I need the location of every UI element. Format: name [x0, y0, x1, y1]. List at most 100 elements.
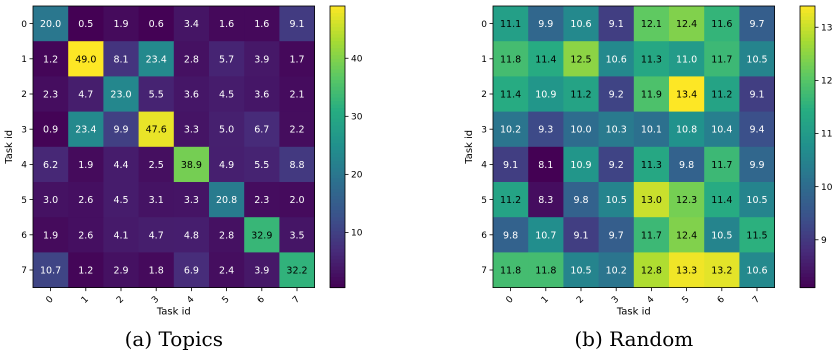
cell-value-label: 12.4	[676, 230, 697, 241]
heatmap-cell	[103, 41, 139, 77]
cell-value-label: 4.4	[113, 160, 128, 171]
heatmap-cell	[493, 146, 529, 183]
y-axis-label: Task id	[464, 130, 475, 165]
cell-value-label: 10.8	[676, 125, 697, 136]
heatmap-cell	[739, 41, 775, 77]
cell-value-label: 2.3	[254, 195, 269, 206]
cell-value-label: 10.2	[500, 125, 521, 136]
x-tick-label: 1	[80, 295, 91, 306]
cell-value-label: 10.5	[711, 230, 732, 241]
colorbar-segment	[330, 189, 345, 194]
cell-value-label: 9.1	[573, 230, 588, 241]
colorbar-segment	[330, 245, 345, 250]
x-tick-label: 7	[291, 295, 302, 306]
cell-value-label: 5.0	[219, 125, 234, 136]
colorbar-segment	[330, 122, 345, 127]
heatmap-cell	[704, 6, 740, 42]
heatmap-cell	[244, 41, 280, 77]
colorbar-segment	[330, 51, 345, 56]
colorbar-segment	[800, 231, 815, 236]
colorbar-segment	[800, 206, 815, 211]
colorbar-segment	[800, 129, 815, 134]
heatmap-cell	[528, 41, 564, 77]
cell-value-label: 10.5	[570, 266, 591, 277]
cell-value-label: 9.2	[609, 90, 624, 101]
cell-value-label: 32.9	[251, 230, 272, 241]
cell-value-label: 4.7	[78, 90, 93, 101]
colorbar-segment	[330, 90, 345, 95]
heatmap-cell	[739, 146, 775, 183]
heatmap-cell	[209, 111, 245, 148]
colorbar-segment	[330, 238, 345, 243]
cell-value-label: 13.2	[711, 266, 732, 277]
heatmap-cell	[68, 6, 104, 42]
colorbar-segment	[800, 248, 815, 253]
heatmap-cell	[209, 76, 245, 112]
colorbar-segment	[330, 44, 345, 49]
heatmap-cell	[669, 146, 705, 183]
colorbar-tick-label: 9	[821, 236, 827, 246]
cell-value-label: 9.8	[503, 230, 518, 241]
x-tick-label: 0	[45, 294, 56, 305]
cell-value-label: 9.3	[538, 125, 553, 136]
heatmap-cell	[173, 41, 210, 77]
colorbar-segment	[800, 224, 815, 229]
colorbar-segment	[800, 69, 815, 74]
cell-value-label: 11.6	[711, 19, 732, 30]
y-axis-label: Task id	[4, 130, 15, 165]
colorbar-segment	[800, 51, 815, 56]
cell-value-label: 10.9	[535, 90, 556, 101]
cell-value-label: 2.8	[219, 230, 234, 241]
colorbar-segment	[330, 111, 345, 116]
cell-value-label: 0.6	[149, 19, 164, 30]
heatmap-cell	[528, 252, 564, 288]
y-tick-label: 4	[21, 161, 27, 171]
heatmap-cell	[103, 217, 139, 253]
heatmap-cell	[739, 217, 775, 253]
heatmap-cell	[493, 6, 529, 42]
heatmap-cell	[493, 41, 529, 77]
cell-value-label: 23.4	[75, 125, 96, 136]
colorbar-segment	[800, 192, 815, 197]
cell-value-label: 4.5	[219, 90, 234, 101]
colorbar-segment	[800, 270, 815, 275]
colorbar-segment	[330, 6, 345, 11]
cell-value-label: 6.7	[254, 125, 269, 136]
heatmap-cell	[103, 252, 139, 288]
y-tick-label: 4	[481, 161, 487, 171]
colorbar-segment	[800, 241, 815, 246]
colorbar-segment	[330, 58, 345, 63]
cell-value-label: 11.3	[641, 160, 662, 171]
heatmap-cell	[33, 41, 69, 77]
colorbar-segment	[330, 284, 345, 289]
colorbar-segment	[800, 115, 815, 120]
colorbar-segment	[800, 94, 815, 99]
colorbar-tick-label: 12	[821, 77, 832, 87]
x-tick-label: 5	[681, 295, 692, 306]
colorbar-segment	[800, 13, 815, 18]
heatmap-cell	[669, 182, 705, 218]
colorbar-segment	[330, 273, 345, 278]
heatmap-cell	[598, 217, 635, 253]
colorbar-segment	[330, 94, 345, 99]
colorbar-segment	[330, 101, 345, 106]
colorbar-segment	[330, 217, 345, 222]
heatmap-cell	[138, 41, 175, 77]
cell-value-label: 23.4	[146, 54, 167, 65]
colorbar-segment	[330, 37, 345, 42]
heatmap-cell	[563, 41, 599, 77]
cell-value-label: 3.0	[43, 195, 58, 206]
heatmap-cell	[528, 6, 564, 42]
cell-value-label: 2.1	[289, 90, 304, 101]
heatmap-cell	[173, 217, 210, 253]
heatmap-cell	[739, 76, 775, 112]
heatmap-cell	[173, 252, 210, 288]
x-tick-label: 2	[575, 295, 586, 306]
colorbar-segment	[800, 86, 815, 91]
colorbar-segment	[800, 273, 815, 278]
cell-value-label: 9.7	[749, 19, 764, 30]
subfigure-caption: (a) Topics	[125, 327, 223, 351]
cell-value-label: 1.7	[289, 54, 304, 65]
heatmap-cell	[279, 76, 315, 112]
colorbar-segment	[800, 160, 815, 165]
